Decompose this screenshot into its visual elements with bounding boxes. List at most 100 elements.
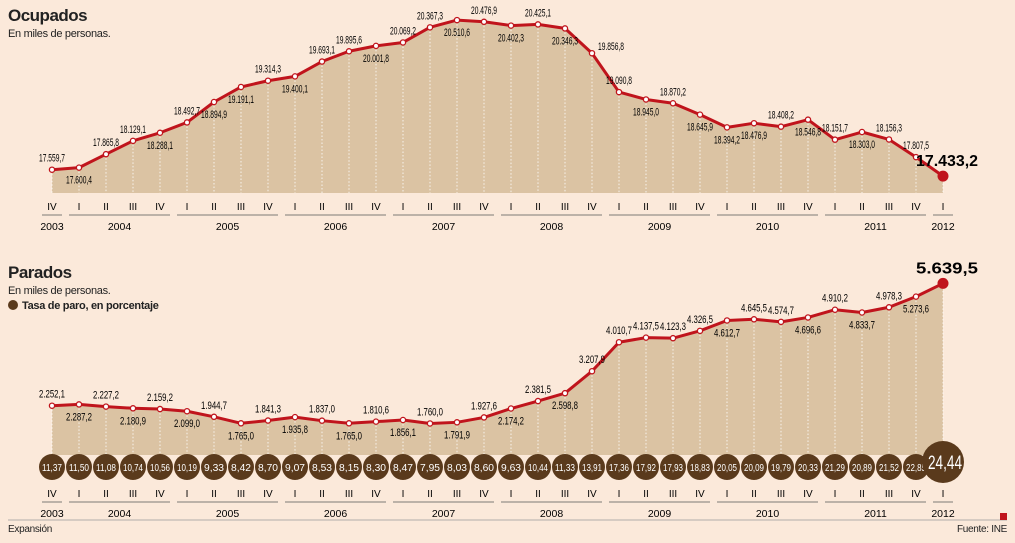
data-label: 4.910,2 [822,293,848,305]
rate-label: 8,30 [366,463,386,474]
data-point [237,420,245,427]
rate-circle [390,454,416,480]
quarter-tick-label: I [618,202,621,213]
quarter-tick-label: II [751,489,757,500]
data-label: 4.137,5 [633,321,659,333]
quarter-tick-label: II [535,489,541,500]
quarter-tick-label: II [211,489,217,500]
quarter-tick-label: III [345,202,353,213]
data-label: 4.574,7 [768,305,794,317]
quarter-tick-label: I [186,202,189,213]
legend-dot-icon [8,300,18,310]
quarter-tick-label: III [237,202,245,213]
data-point [723,317,731,324]
quarter-tick-label: I [942,202,945,213]
data-label: 18.870,2 [660,86,686,98]
quarter-tick-label: I [78,202,81,213]
data-label: 19.400,1 [282,83,308,95]
data-label: 18.288,1 [147,140,173,152]
data-point [858,128,866,136]
rate-circle [552,454,578,480]
year-label: 2009 [648,508,672,520]
quarter-tick-label: I [294,202,297,213]
data-label: 4.833,7 [849,320,875,332]
data-label: 18.945,0 [633,106,659,118]
quarter-tick-label: II [859,489,865,500]
data-point [642,96,650,103]
rate-label: 11,08 [96,463,116,474]
data-label: 18.303,0 [849,139,875,151]
data-label: 4.612,7 [714,327,740,339]
rate-circle [849,454,875,480]
data-point [885,304,893,311]
data-label: 17.433,2 [916,153,978,170]
data-label: 20.367,3 [417,10,443,22]
rate-circle [633,454,659,480]
quarter-tick-label: IV [803,202,813,213]
data-point [399,416,407,424]
data-point [291,413,299,421]
data-point [264,77,272,84]
quarter-tick-label: III [345,489,353,500]
rate-label: 8,47 [393,463,413,474]
rate-circle [606,454,632,480]
data-point [318,417,326,424]
data-label: 4.123,3 [660,321,686,333]
data-label: 18.408,2 [768,110,794,122]
data-label: 17.865,8 [93,137,119,149]
rate-circle [417,454,443,480]
data-point-last [937,170,949,182]
quarter-tick-label: IV [263,202,273,213]
rate-label: 20,89 [852,463,872,474]
data-label: 1.856,1 [390,427,416,439]
rate-label: 21,29 [825,463,845,474]
quarter-tick-label: III [777,202,785,213]
year-label: 2007 [432,221,456,233]
rate-label: 9,63 [501,463,521,474]
data-point [777,318,785,326]
quarter-tick-label: IV [587,489,597,500]
rate-label: 20,05 [717,463,737,474]
quarter-tick-label: I [942,489,945,500]
rate-label: 21,52 [879,463,899,474]
data-point [210,98,218,106]
data-label: 17.559,7 [39,153,65,165]
quarter-tick-label: IV [803,489,813,500]
rate-circle [363,454,389,480]
rate-circle [228,454,254,480]
rate-label: 11,33 [555,463,575,474]
data-label: 5.639,5 [916,260,978,277]
data-point [885,136,893,143]
data-label: 18.151,7 [822,123,848,135]
quarter-tick-label: II [427,202,433,213]
data-label: 1.837,0 [309,404,335,416]
rate-circle [498,454,524,480]
quarter-tick-label: IV [155,489,165,500]
data-point [453,419,461,426]
data-label: 20.425,1 [525,7,551,19]
data-point [291,73,299,80]
rate-label: 7,95 [420,463,440,474]
source-right: Fuente: INE [956,524,1007,535]
area-fill [52,20,943,193]
area-fill [52,283,943,455]
quarter-tick-label: I [402,202,405,213]
data-label: 1.765,0 [228,430,254,442]
data-point [777,123,785,130]
rate-label: 11,50 [69,463,89,474]
quarter-tick-label: III [453,202,461,213]
data-label: 18.492,7 [174,105,200,117]
rate-circle [309,454,335,480]
data-point [264,417,272,424]
rate-circle [120,454,146,480]
data-point [804,314,812,321]
quarter-tick-label: IV [695,489,705,500]
data-point [345,48,353,55]
quarter-tick-label: I [78,489,81,500]
rate-label: 8,42 [231,463,251,474]
data-point [804,116,812,123]
data-point [912,153,920,161]
data-label: 2.287,2 [66,411,92,423]
data-point [210,413,218,421]
